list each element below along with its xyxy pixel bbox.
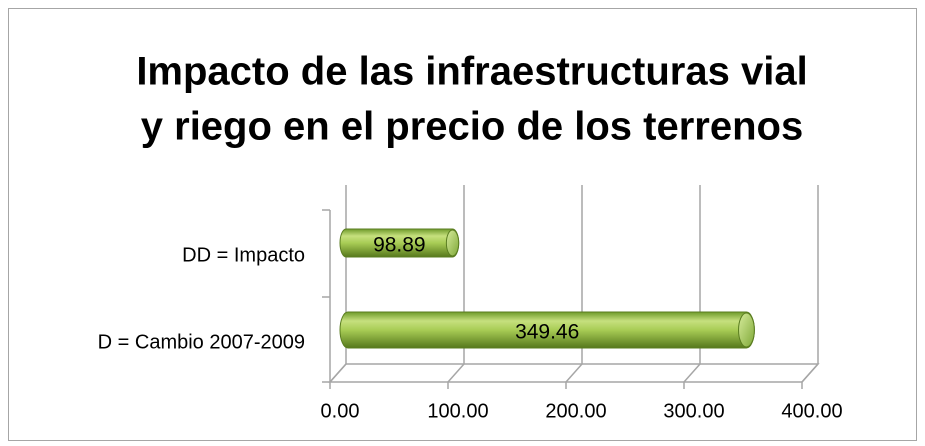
bar-end: [445, 229, 460, 257]
grid-line: [329, 363, 347, 383]
grid-line: [565, 363, 583, 383]
grid-line: [447, 363, 465, 383]
x-tick-label: 400.00: [781, 400, 842, 422]
grid-line: [801, 363, 819, 383]
x-tick-label: 200.00: [545, 400, 606, 422]
x-tick-label: 100.00: [427, 400, 488, 422]
chart-title: y riego en el precio de los terrenos: [141, 105, 803, 149]
chart-border: [8, 8, 917, 441]
bar-end: [738, 312, 755, 348]
category-label: DD = Impacto: [182, 244, 305, 266]
grid-line: [683, 363, 701, 383]
y-axis: [322, 209, 331, 383]
x-tick-label: 0.00: [321, 400, 360, 422]
value-label: 98.89: [373, 234, 426, 257]
category-label: D = Cambio 2007-2009: [98, 331, 305, 353]
x-tick-label: 300.00: [663, 400, 724, 422]
chart-title: Impacto de las infraestructuras vial: [136, 50, 807, 94]
value-label: 349.46: [515, 321, 579, 344]
